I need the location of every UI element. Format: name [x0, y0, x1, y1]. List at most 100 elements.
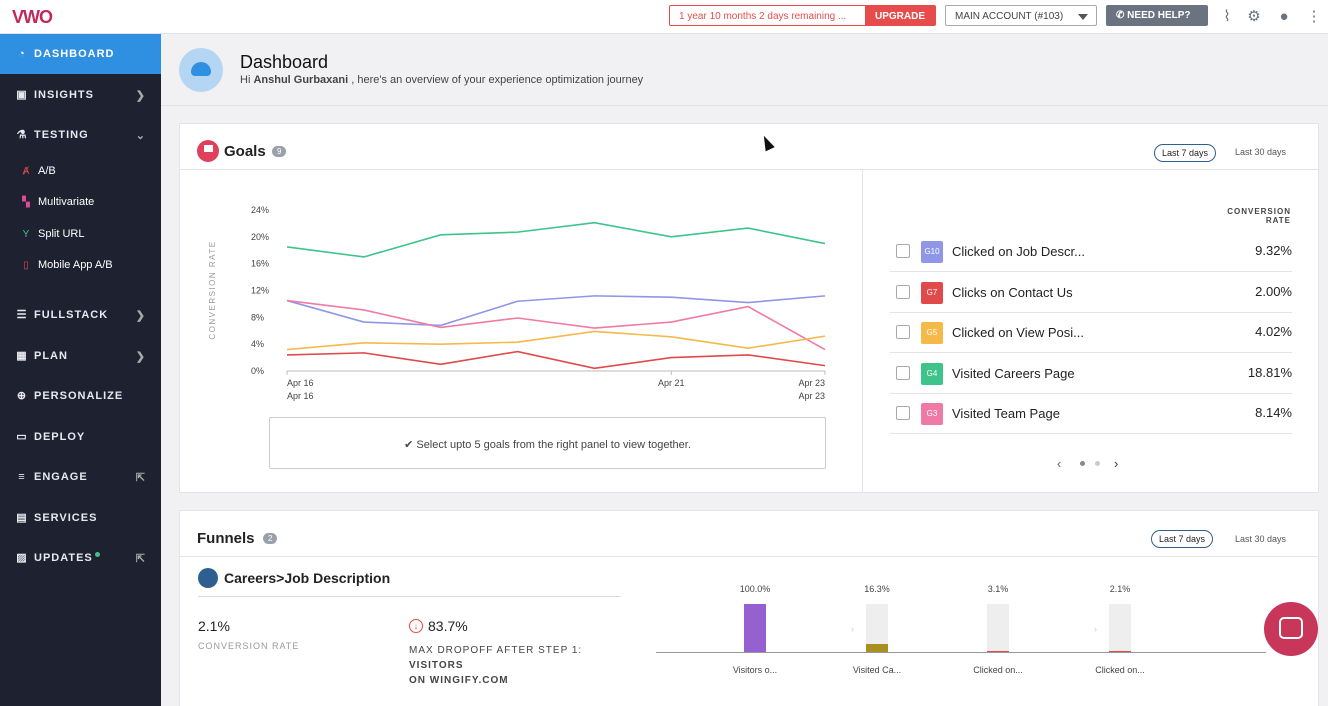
sidebar-item-label: UPDATES [34, 552, 93, 564]
sidebar-item-label: DEPLOY [34, 431, 86, 443]
page-dot-active[interactable] [1080, 461, 1085, 466]
goal-code-badge: G4 [921, 362, 943, 385]
series-line-2[interactable] [286, 299, 826, 351]
goal-name[interactable]: Visited Team Page [952, 406, 1060, 421]
updates-icon: ▨ [16, 552, 28, 564]
goal-name[interactable]: Visited Careers Page [952, 365, 1075, 381]
sidebar-item-plan[interactable]: ▦ PLAN ❯ [0, 336, 161, 376]
goal-name[interactable]: Clicked on View Posi... [952, 325, 1084, 340]
account-dropdown[interactable]: MAIN ACCOUNT (#103) [945, 5, 1097, 26]
funnel-step-pct: 2.1% [1109, 584, 1131, 594]
phone-icon: ✆ [1116, 10, 1128, 21]
sidebar-item-personalize[interactable]: ⊕ PERSONALIZE [0, 376, 161, 416]
funnel-step-bar[interactable] [866, 604, 888, 652]
y-tick-label: 4% [251, 339, 264, 349]
chevron-right-icon: ❯ [135, 351, 146, 363]
divider [862, 169, 863, 493]
goals-tab-30-days[interactable]: Last 30 days [1235, 147, 1287, 157]
sidebar-item-label: Split URL [38, 228, 85, 240]
ab-icon: Ⱥ [22, 165, 30, 177]
goal-code-badge: G5 [921, 322, 943, 344]
funnel-step-bar[interactable] [744, 604, 766, 652]
funnel-step-label: Visited Ca... [852, 665, 902, 675]
funnel-step-bar[interactable] [987, 604, 1009, 652]
page-dot[interactable] [1095, 461, 1100, 466]
goal-row[interactable]: G4 Visited Careers Page 18.81% [890, 354, 1292, 394]
sidebar-item-insights[interactable]: ▣ INSIGHTS ❯ [0, 75, 161, 115]
greeting: Hi Anshul Gurbaxani , here's an overview… [240, 74, 643, 86]
series-line-0[interactable] [286, 221, 826, 258]
help-label: NEED HELP? [1127, 10, 1191, 21]
dropoff-label: MAX DROPOFF AFTER STEP 1: VISITORS ON WIN… [409, 643, 629, 688]
funnel-step-fill [1109, 651, 1131, 652]
funnels-tab-30-days[interactable]: Last 30 days [1235, 534, 1287, 544]
series-line-1[interactable] [286, 295, 826, 327]
funnel-icon [198, 568, 218, 588]
sidebar-subitem-split-url[interactable]: Y Split URL [0, 219, 161, 249]
chevron-right-icon[interactable]: › [1114, 456, 1119, 471]
split-icon: Y [22, 228, 30, 240]
trial-text: 1 year 10 months 2 days remaining ... [679, 11, 847, 22]
goal-checkbox[interactable] [896, 406, 910, 420]
sidebar-item-deploy[interactable]: ▭ DEPLOY [0, 417, 161, 457]
goal-row[interactable]: G7 Clicks on Contact Us 2.00% [890, 273, 1292, 313]
sidebar-subitem-multivariate[interactable]: ▚ Multivariate [0, 187, 161, 217]
goal-checkbox[interactable] [896, 284, 910, 299]
y-tick-label: 16% [251, 259, 269, 269]
chevron-left-icon[interactable]: ‹ [1057, 456, 1062, 471]
funnels-tab-7-days[interactable]: Last 7 days [1151, 530, 1214, 548]
arrow-down-icon: ↓ [409, 619, 423, 633]
more-icon[interactable]: ⋮ [1306, 8, 1322, 25]
external-link-icon: ⇱ [135, 553, 146, 565]
greeting-prefix: Hi [240, 74, 251, 86]
user-icon[interactable]: ● [1279, 8, 1289, 25]
vwo-logo[interactable]: VWO [12, 7, 53, 27]
external-link-icon: ⇱ [135, 472, 146, 484]
series-line-4[interactable] [286, 350, 826, 370]
sidebar-item-services[interactable]: ▤ SERVICES [0, 498, 161, 538]
goal-code-badge: G10 [921, 241, 943, 263]
dashboard-icon: ◔ [18, 48, 26, 60]
goal-name[interactable]: Clicks on Contact Us [952, 284, 1073, 300]
funnel-name[interactable]: Careers>Job Description [224, 570, 391, 586]
y-tick-label: 12% [251, 286, 269, 296]
sidebar-item-testing[interactable]: ⚗ TESTING ⌄ [0, 115, 161, 155]
goal-checkbox[interactable] [896, 325, 910, 339]
goals-count-badge: 9 [272, 146, 287, 157]
funnel-step-pct: 3.1% [987, 584, 1009, 594]
upgrade-button[interactable]: UPGRADE [864, 6, 935, 25]
sidebar-item-dashboard[interactable]: ◔ DASHBOARD [0, 34, 161, 74]
need-help-button[interactable]: ✆ NEED HELP? [1106, 5, 1208, 26]
plan-icon: ▦ [16, 350, 28, 362]
header-line: RATE [1265, 216, 1291, 225]
x-tick-label: Apr 16 [287, 378, 314, 388]
flask-icon: ⚗ [16, 129, 28, 141]
goals-tab-7-days[interactable]: Last 7 days [1154, 144, 1217, 162]
chevron-right-icon: ❯ [135, 310, 146, 322]
goal-row[interactable]: G5 Clicked on View Posi... 4.02% [890, 313, 1292, 353]
funnel-baseline [656, 652, 1266, 653]
y-tick-label: 8% [251, 312, 264, 322]
series-line-3[interactable] [286, 330, 826, 351]
goal-row[interactable]: G10 Clicked on Job Descr... 9.32% [890, 232, 1292, 272]
globe-icon: ⊕ [16, 390, 28, 402]
y-tick-label: 20% [251, 232, 269, 242]
sidebar-item-label: Mobile App A/B [38, 259, 113, 271]
sidebar-subitem-mobile-ab[interactable]: ▯ Mobile App A/B [0, 250, 161, 280]
sidebar-item-updates[interactable]: ▨ UPDATES ⇱ [0, 538, 161, 578]
goal-name[interactable]: Clicked on Job Descr... [952, 244, 1085, 259]
goal-checkbox[interactable] [896, 244, 910, 258]
header-line: CONVERSION [1227, 207, 1291, 216]
funnel-step-fill [744, 604, 766, 652]
gear-icon[interactable]: ⚙ [1247, 8, 1261, 25]
funnel-step-bar[interactable] [1109, 604, 1131, 652]
sidebar-item-engage[interactable]: ≡ ENGAGE ⇱ [0, 457, 161, 497]
goal-row[interactable]: G3 Visited Team Page 8.14% [890, 394, 1292, 434]
x-tick-label: Apr 21 [658, 378, 685, 388]
funnel-step-label: Visitors o... [732, 665, 778, 675]
activity-icon[interactable]: ⌇ [1223, 8, 1231, 25]
sidebar-subitem-ab[interactable]: Ⱥ A/B [0, 156, 161, 186]
chat-launcher-button[interactable] [1264, 602, 1318, 656]
goal-checkbox[interactable] [896, 365, 910, 380]
sidebar-item-fullstack[interactable]: ☰ FULLSTACK ❯ [0, 295, 161, 335]
